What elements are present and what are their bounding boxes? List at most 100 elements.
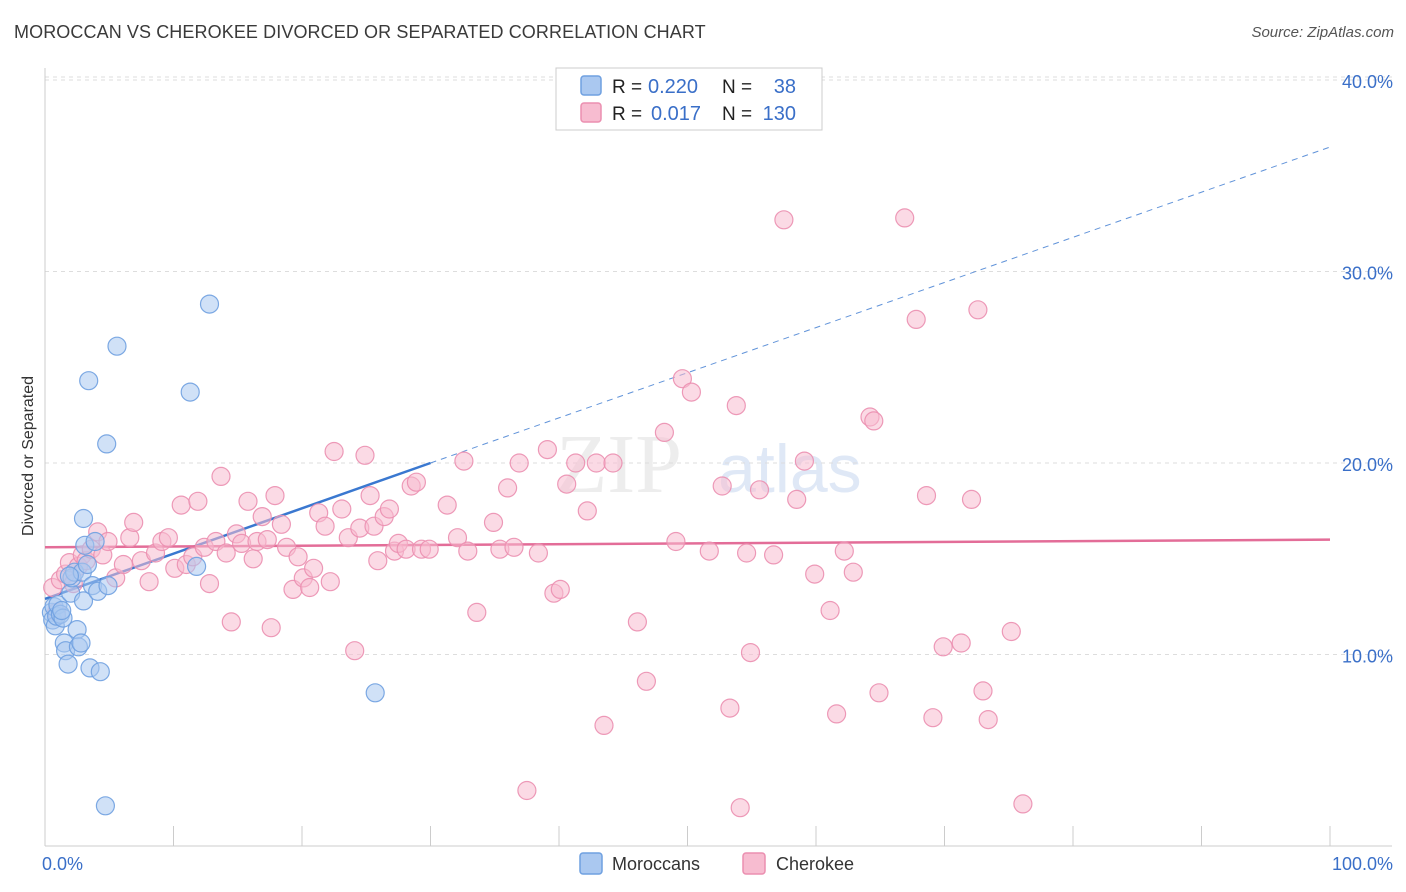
cherokee-point [566, 453, 586, 473]
cherokee-point [699, 541, 719, 561]
cherokee-point [740, 642, 761, 663]
cherokee-point [627, 612, 648, 632]
cherokee-point [265, 486, 285, 506]
cherokee-point [869, 683, 889, 703]
cherokee-point [211, 466, 231, 486]
cherokee-point [923, 708, 943, 728]
cherokee-point [726, 396, 746, 416]
legend-swatch-moroccans [579, 852, 603, 875]
stats-legend-swatch-moroccans [580, 75, 602, 96]
cherokee-point [124, 512, 144, 533]
cherokee-point [961, 489, 982, 509]
stats-r-label-cherokee: R = [612, 104, 642, 125]
stats-r-value-moroccans: 0.220 [648, 76, 698, 98]
data-points [41, 208, 1033, 818]
cherokee-point [467, 602, 487, 623]
stats-n-label-moroccans: N = [722, 77, 752, 98]
cherokee-point [257, 529, 277, 550]
cherokee-point [158, 528, 178, 548]
cherokee-point [826, 704, 847, 724]
cherokee-point [454, 451, 474, 471]
moroccan-point [107, 336, 127, 356]
cherokee-point [324, 441, 344, 462]
stats-r-label-moroccans: R = [612, 77, 642, 98]
cherokee-point [498, 478, 518, 498]
gridlines [45, 76, 1392, 655]
cherokee-point [113, 554, 134, 575]
cherokee-point [978, 709, 998, 730]
moroccan-point [98, 575, 118, 596]
cherokee-point [315, 516, 335, 536]
cherokee-point [509, 453, 529, 473]
chart-source: Source: ZipAtlas.com [1251, 24, 1394, 41]
moroccan-point [199, 294, 220, 314]
cherokee-point [379, 499, 399, 519]
cherokee-point [834, 541, 854, 561]
moroccan-point [52, 600, 72, 621]
cherokee-point [577, 501, 597, 521]
cherokee-point [730, 798, 750, 818]
stats-n-label-cherokee: N = [722, 104, 752, 125]
legend-label-cherokee: Cherokee [776, 854, 854, 874]
cherokee-point [419, 539, 439, 559]
cherokee-point [261, 618, 281, 638]
moroccan-point [85, 531, 105, 552]
cherokee-point [221, 612, 241, 632]
cherokee-point [243, 549, 263, 569]
cherokee-point [968, 300, 988, 320]
moroccan-point [58, 654, 78, 674]
cherokee-point [368, 551, 388, 571]
cherokee-point [712, 476, 732, 496]
moroccan-point [77, 554, 98, 575]
cherokee-point [843, 562, 863, 582]
moroccan-point [59, 566, 80, 586]
cherokee-point [681, 382, 702, 402]
stats-legend-swatch-cherokee [580, 102, 602, 123]
series-legend: Moroccans Cherokee [579, 852, 854, 875]
y-tick-label: 40.0% [1342, 72, 1393, 92]
cherokee-point [973, 681, 993, 701]
cherokee-point [794, 451, 815, 471]
stats-n-value-moroccans: 38 [774, 76, 796, 98]
cherokee-point [666, 531, 686, 552]
cherokee-point [787, 489, 807, 509]
cherokee-point [271, 514, 291, 534]
cherokee-point [360, 486, 380, 506]
moroccan-point [90, 662, 110, 682]
cherokee-point [805, 564, 825, 584]
cherokee-point [916, 486, 937, 506]
y-tick-label: 30.0% [1342, 264, 1393, 284]
stats-legend: R = 0.220 N = 38 R = 0.017 N = 130 [555, 67, 823, 131]
x-tick-label-min: 0.0% [42, 854, 83, 874]
cherokee-point [320, 572, 340, 592]
chart-title: MOROCCAN VS CHEROKEE DIVORCED OR SEPARAT… [14, 22, 706, 42]
cherokee-point [304, 558, 324, 578]
cherokee-point [906, 309, 926, 329]
cherokee-point [504, 537, 524, 557]
cherokee-point [749, 480, 770, 500]
cherokee-point [1001, 621, 1021, 642]
legend-swatch-cherokee [742, 852, 766, 875]
x-tick-label-max: 100.0% [1332, 854, 1393, 874]
cherokee-point [603, 453, 623, 473]
cherokee-point [355, 445, 375, 465]
cherokee-point [557, 474, 577, 494]
moroccan-point [97, 434, 117, 454]
y-axis-label: Divorced or Separated [20, 376, 37, 536]
cherokee-point [933, 637, 953, 657]
cherokee-point [636, 671, 657, 691]
cherokee-point [951, 633, 971, 653]
cherokee-point [550, 579, 570, 600]
cherokee-point [586, 453, 606, 473]
moroccan-trend-extension [430, 146, 1331, 464]
moroccan-point [180, 382, 200, 402]
stats-r-value-cherokee: 0.017 [651, 103, 701, 125]
cherokee-point [763, 545, 784, 565]
cherokee-point [517, 780, 537, 801]
moroccan-point [95, 796, 116, 816]
moroccan-point [71, 633, 91, 653]
stats-n-value-cherokee: 130 [763, 103, 796, 125]
cherokee-point [1013, 794, 1033, 814]
cherokee-point [171, 495, 191, 515]
